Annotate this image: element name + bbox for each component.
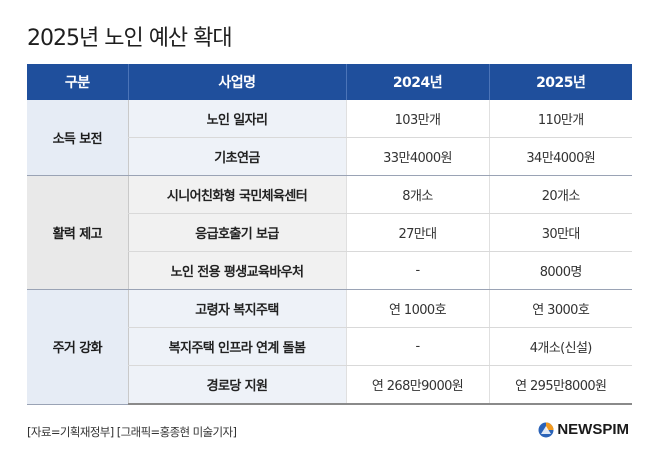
- category-vitality: 활력 제고: [27, 175, 128, 290]
- header-2025: 2025년: [488, 64, 632, 100]
- program-name: 경로당 지원: [127, 365, 346, 405]
- value-2024: 연 1000호: [345, 289, 489, 328]
- value-2024: 8개소: [345, 175, 489, 214]
- category-housing: 주거 강화: [27, 289, 128, 405]
- table-row: 노인 전용 평생교육바우처 - 8000명: [27, 251, 632, 290]
- newspim-logo-icon: [538, 422, 554, 437]
- value-2025: 연 295만8000원: [488, 365, 632, 405]
- newspim-logo-text: NEWSPIM: [557, 421, 629, 438]
- value-2025: 연 3000호: [488, 289, 632, 328]
- table-row: 복지주택 인프라 연계 돌봄 - 4개소(신설): [27, 327, 632, 366]
- value-2024: 103만개: [345, 100, 489, 138]
- value-2024: -: [345, 327, 489, 366]
- table-row: 기초연금 33만4000원 34만4000원: [27, 137, 632, 176]
- table-row: 소득 보전 노인 일자리 103만개 110만개: [27, 100, 632, 176]
- value-2025: 20개소: [488, 175, 632, 214]
- newspim-logo: NEWSPIM: [538, 421, 629, 438]
- value-2024: 33만4000원: [345, 137, 489, 176]
- value-2024: 27만대: [345, 213, 489, 252]
- page-title: 2025년 노인 예산 확대: [27, 26, 233, 51]
- table-row: 응급호출기 보급 27만대 30만대: [27, 213, 632, 252]
- table-row: 경로당 지원 연 268만9000원 연 295만8000원: [27, 365, 632, 405]
- value-2024: 연 268만9000원: [345, 365, 489, 405]
- source-credit: [자료=기획재정부] [그래픽=홍종현 미술기자]: [27, 425, 237, 439]
- category-income: 소득 보전: [27, 100, 128, 176]
- value-2024: -: [345, 251, 489, 290]
- program-name: 복지주택 인프라 연계 돌봄: [127, 327, 346, 366]
- value-2025: 4개소(신설): [488, 327, 632, 366]
- value-2025: 8000명: [488, 251, 632, 290]
- table-row: 주거 강화 고령자 복지주택 연 1000호 연 3000호: [27, 289, 632, 405]
- header-2024: 2024년: [345, 64, 489, 100]
- program-name: 응급호출기 보급: [127, 213, 346, 252]
- table-header-row: 구분 사업명 2024년 2025년: [27, 64, 632, 100]
- header-program: 사업명: [127, 64, 346, 100]
- program-name: 노인 전용 평생교육바우처: [127, 251, 346, 290]
- value-2025: 34만4000원: [488, 137, 632, 176]
- program-name: 노인 일자리: [127, 100, 346, 138]
- budget-table: 구분 사업명 2024년 2025년 소득 보전 노인 일자리 103만개 11…: [27, 64, 632, 405]
- program-name: 시니어친화형 국민체육센터: [127, 175, 346, 214]
- program-name: 기초연금: [127, 137, 346, 176]
- table-row: 활력 제고 시니어친화형 국민체육센터 8개소 20개소: [27, 175, 632, 290]
- value-2025: 110만개: [488, 100, 632, 138]
- value-2025: 30만대: [488, 213, 632, 252]
- header-category: 구분: [27, 64, 128, 100]
- program-name: 고령자 복지주택: [127, 289, 346, 328]
